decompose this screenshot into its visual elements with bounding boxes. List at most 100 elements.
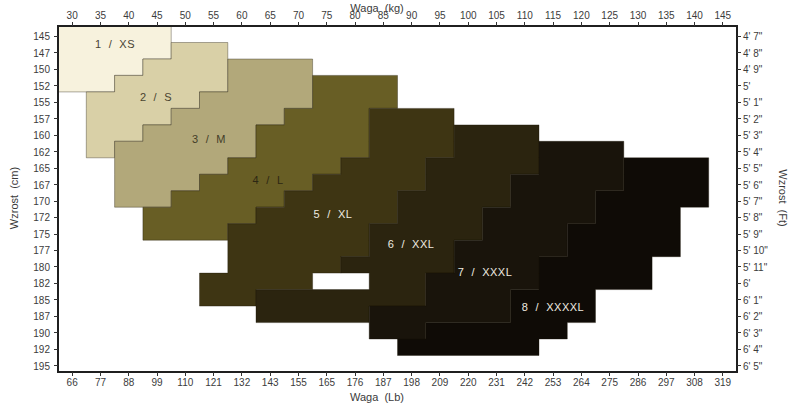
tick-top-60: 60 bbox=[236, 10, 247, 21]
tick-right-4: 5' 1" bbox=[743, 97, 762, 108]
tick-left-160: 160 bbox=[33, 130, 50, 141]
tick-bottom-99: 99 bbox=[151, 377, 162, 388]
tick-left-147: 147 bbox=[33, 47, 50, 58]
tick-top-50: 50 bbox=[180, 10, 191, 21]
tick-right-1: 4' 8" bbox=[743, 47, 762, 58]
tick-bottom-220: 220 bbox=[460, 377, 477, 388]
tick-left-177: 177 bbox=[33, 245, 50, 256]
tick-left-167: 167 bbox=[33, 179, 50, 190]
label-size-7-xxxl: 7 / XXXL bbox=[458, 266, 513, 278]
tick-right-17: 6' 2" bbox=[743, 311, 762, 322]
tick-bottom-231: 231 bbox=[488, 377, 505, 388]
label-size-3-m: 3 / M bbox=[192, 133, 226, 145]
tick-bottom-209: 209 bbox=[432, 377, 449, 388]
tick-left-170: 170 bbox=[33, 196, 50, 207]
tick-left-195: 195 bbox=[33, 360, 50, 371]
tick-left-180: 180 bbox=[33, 261, 50, 272]
tick-top-145: 145 bbox=[715, 10, 732, 21]
tick-bottom-275: 275 bbox=[601, 377, 618, 388]
tick-top-125: 125 bbox=[601, 10, 618, 21]
tick-right-15: 6' bbox=[743, 278, 750, 289]
tick-right-3: 5' bbox=[743, 80, 750, 91]
tick-right-12: 5' 9" bbox=[743, 228, 762, 239]
tick-top-130: 130 bbox=[630, 10, 647, 21]
axis-title-height-ft: Wzrost (Ft) bbox=[777, 169, 789, 226]
label-size-1-xs: 1 / XS bbox=[95, 38, 135, 50]
tick-left-185: 185 bbox=[33, 294, 50, 305]
tick-top-30: 30 bbox=[67, 10, 78, 21]
tick-top-100: 100 bbox=[460, 10, 477, 21]
tick-top-110: 110 bbox=[517, 10, 533, 21]
tick-left-172: 172 bbox=[33, 212, 50, 223]
tick-bottom-264: 264 bbox=[573, 377, 590, 388]
tick-right-7: 5' 4" bbox=[743, 146, 762, 157]
tick-bottom-110: 110 bbox=[177, 377, 193, 388]
tick-bottom-66: 66 bbox=[67, 377, 78, 388]
tick-left-192: 192 bbox=[33, 344, 50, 355]
tick-bottom-253: 253 bbox=[545, 377, 562, 388]
tick-bottom-132: 132 bbox=[234, 377, 251, 388]
tick-top-80: 80 bbox=[350, 10, 361, 21]
tick-bottom-155: 155 bbox=[290, 377, 307, 388]
tick-right-13: 5' 10" bbox=[743, 245, 768, 256]
tick-top-40: 40 bbox=[123, 10, 134, 21]
tick-top-140: 140 bbox=[686, 10, 703, 21]
tick-left-150: 150 bbox=[33, 64, 50, 75]
tick-right-2: 4' 9" bbox=[743, 64, 762, 75]
axis-title-height-cm: Wzrost (cm) bbox=[8, 167, 20, 229]
tick-top-75: 75 bbox=[321, 10, 332, 21]
tick-left-152: 152 bbox=[33, 80, 50, 91]
tick-right-19: 6' 4" bbox=[743, 344, 762, 355]
tick-top-90: 90 bbox=[406, 10, 417, 21]
tick-bottom-121: 121 bbox=[205, 377, 222, 388]
tick-right-5: 5' 2" bbox=[743, 113, 762, 124]
tick-left-145: 145 bbox=[33, 31, 50, 42]
tick-bottom-143: 143 bbox=[262, 377, 279, 388]
tick-top-115: 115 bbox=[545, 10, 561, 21]
tick-top-70: 70 bbox=[293, 10, 304, 21]
tick-right-8: 5' 5" bbox=[743, 163, 762, 174]
tick-top-105: 105 bbox=[488, 10, 505, 21]
tick-top-45: 45 bbox=[151, 10, 162, 21]
tick-right-9: 5' 6" bbox=[743, 179, 762, 190]
tick-bottom-187: 187 bbox=[375, 377, 392, 388]
label-size-6-xxl: 6 / XXL bbox=[388, 238, 435, 250]
tick-left-155: 155 bbox=[33, 97, 50, 108]
tick-left-187: 187 bbox=[33, 311, 50, 322]
tick-bottom-176: 176 bbox=[347, 377, 364, 388]
label-size-8-xxxxl: 8 / XXXXL bbox=[522, 301, 584, 313]
tick-right-16: 6' 1" bbox=[743, 294, 762, 305]
tick-right-10: 5' 7" bbox=[743, 196, 762, 207]
axis-title-weight-lb: Waga (Lb) bbox=[350, 391, 404, 403]
tick-top-55: 55 bbox=[208, 10, 219, 21]
tick-bottom-242: 242 bbox=[516, 377, 533, 388]
tick-bottom-308: 308 bbox=[686, 377, 703, 388]
tick-top-135: 135 bbox=[658, 10, 675, 21]
tick-left-157: 157 bbox=[33, 113, 50, 124]
tick-right-6: 5' 3" bbox=[743, 130, 762, 141]
tick-bottom-88: 88 bbox=[123, 377, 134, 388]
size-chart: Waga (kg) Waga (Lb) Wzrost (cm) Wzrost (… bbox=[0, 0, 800, 406]
label-size-2-s: 2 / S bbox=[140, 91, 172, 103]
tick-top-65: 65 bbox=[265, 10, 276, 21]
label-size-5-xl: 5 / XL bbox=[314, 208, 353, 220]
tick-left-162: 162 bbox=[33, 146, 50, 157]
tick-bottom-198: 198 bbox=[403, 377, 420, 388]
tick-bottom-297: 297 bbox=[658, 377, 675, 388]
tick-top-85: 85 bbox=[378, 10, 389, 21]
tick-right-20: 6' 5" bbox=[743, 360, 762, 371]
tick-left-182: 182 bbox=[33, 278, 50, 289]
tick-top-120: 120 bbox=[573, 10, 590, 21]
tick-right-14: 5' 11" bbox=[743, 261, 767, 272]
tick-right-11: 5' 8" bbox=[743, 212, 762, 223]
tick-bottom-77: 77 bbox=[95, 377, 106, 388]
plot-area bbox=[0, 0, 800, 406]
tick-bottom-319: 319 bbox=[715, 377, 732, 388]
tick-left-175: 175 bbox=[33, 228, 50, 239]
tick-top-35: 35 bbox=[95, 10, 106, 21]
tick-top-95: 95 bbox=[434, 10, 445, 21]
tick-left-165: 165 bbox=[33, 163, 50, 174]
tick-bottom-165: 165 bbox=[318, 377, 335, 388]
tick-right-0: 4' 7" bbox=[743, 31, 762, 42]
tick-bottom-286: 286 bbox=[630, 377, 647, 388]
